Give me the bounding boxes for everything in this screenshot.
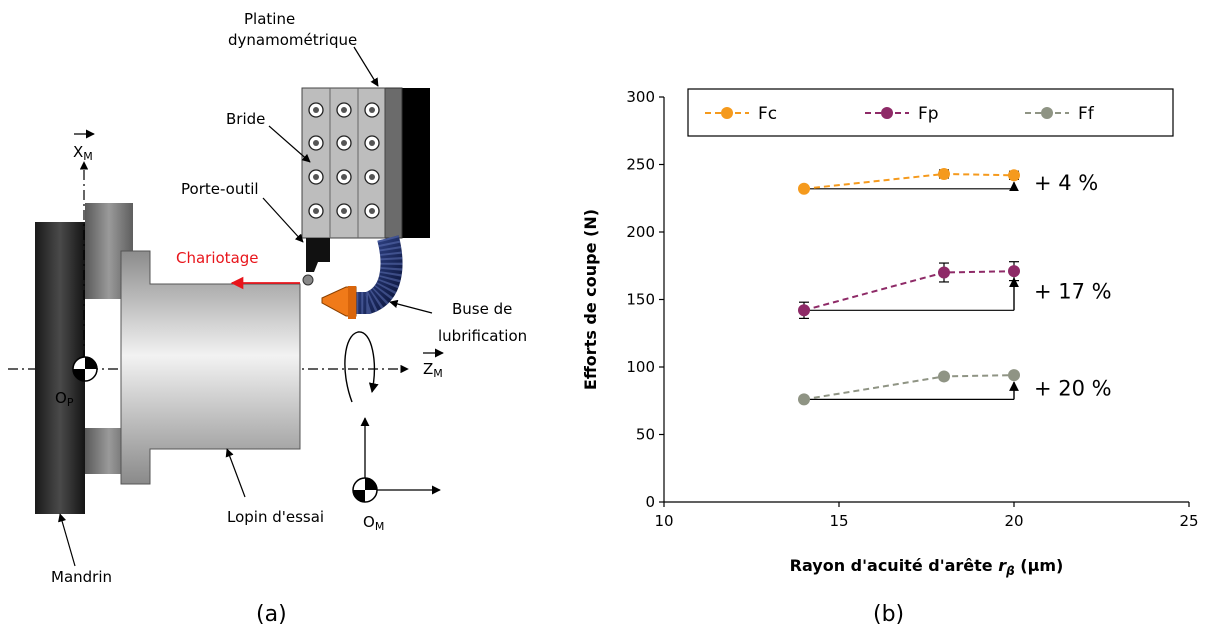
lopin-label: Lopin d'essai <box>227 508 324 526</box>
bolt-center <box>369 140 375 146</box>
bolt-center <box>369 107 375 113</box>
clamp-bolts <box>308 102 380 219</box>
mandrin-label: Mandrin <box>51 568 112 586</box>
op-label: OP <box>55 389 74 409</box>
platine-label-line2: dynamométrique <box>228 31 357 49</box>
y-tick-label: 200 <box>626 223 655 241</box>
y-axis-title: Efforts de coupe (N) <box>581 209 600 390</box>
bolt-center <box>341 107 347 113</box>
x-tick-label: 25 <box>1179 512 1198 530</box>
tool-insert-tip <box>302 274 314 286</box>
zm-label: ZM <box>423 360 443 380</box>
increase-label: + 20 % <box>1034 376 1112 400</box>
increase-label: + 17 % <box>1034 280 1112 304</box>
data-point <box>938 370 950 383</box>
legend-box <box>687 88 1174 137</box>
lubrication-hose <box>356 235 403 314</box>
lopin-workpiece <box>120 250 301 485</box>
x-tick-label: 20 <box>1004 512 1023 530</box>
chart-axes: 0 50 100 150 200 250 300 10 15 20 25 Rayon d'acuité… <box>581 88 1199 578</box>
om-origin-symbol <box>352 477 378 503</box>
data-point <box>798 182 810 195</box>
op-origin-symbol <box>72 356 98 382</box>
bolt-center <box>341 208 347 214</box>
setup-diagram: XM OP ZM OM <box>8 10 527 627</box>
bolt-center <box>313 140 319 146</box>
dynamometer-back <box>400 88 430 238</box>
legend-swatch-marker <box>1041 107 1053 119</box>
data-point <box>938 167 950 180</box>
chart-marks <box>798 167 1020 406</box>
om-label: OM <box>363 513 384 533</box>
xm-label: XM <box>73 143 93 163</box>
y-tick-label: 50 <box>636 426 655 444</box>
force-chart: 0 50 100 150 200 250 300 10 15 20 25 Rayon d'acuité… <box>581 88 1199 627</box>
rotation-arrow <box>344 331 379 403</box>
y-tick-label: 0 <box>645 493 655 511</box>
panel-a-label: (a) <box>256 602 287 627</box>
porte-outil-holder <box>306 238 330 272</box>
series-line <box>803 172 1015 190</box>
chariotage-label: Chariotage <box>176 249 259 267</box>
legend-label: Fp <box>918 104 939 124</box>
bolt-center <box>313 107 319 113</box>
bolt-center <box>341 174 347 180</box>
legend-swatch-marker <box>881 107 893 119</box>
data-point <box>798 304 810 317</box>
y-tick-label: 250 <box>626 156 655 174</box>
legend-swatch-marker <box>721 107 733 119</box>
increase-label: + 4 % <box>1034 171 1098 195</box>
legend-label: Fc <box>758 104 777 124</box>
data-point <box>1008 169 1020 182</box>
buse-label-line2: lubrification <box>438 327 527 345</box>
data-point <box>1008 369 1020 382</box>
y-tick-label: 100 <box>626 358 655 376</box>
bolt-center <box>341 140 347 146</box>
bolt-center <box>369 174 375 180</box>
x-axis-title: Rayon d'acuité d'arête rβ (µm) <box>790 556 1064 578</box>
increase-annotations: + 4 % + 17 % + 20 % <box>804 171 1112 400</box>
x-tick-label: 15 <box>829 512 848 530</box>
series-line <box>803 374 1015 401</box>
platine-label-line1: Platine <box>244 10 295 28</box>
data-point <box>1008 265 1020 278</box>
panel-b-label: (b) <box>873 602 904 627</box>
bolt-center <box>369 208 375 214</box>
data-point <box>798 393 810 406</box>
dynamometer-plate <box>383 87 403 239</box>
y-tick-label: 150 <box>626 291 655 309</box>
series-line <box>803 270 1015 312</box>
porte-outil-label: Porte-outil <box>181 180 259 198</box>
chart-legend: Fc Fp Ff <box>687 88 1174 137</box>
y-tick-label: 300 <box>626 88 655 106</box>
data-point <box>938 266 950 279</box>
bolt-center <box>313 174 319 180</box>
bride-label: Bride <box>226 110 265 128</box>
buse-label-line1: Buse de <box>452 300 512 318</box>
x-tick-label: 10 <box>654 512 673 530</box>
legend-label: Ff <box>1078 104 1095 124</box>
bolt-center <box>313 208 319 214</box>
